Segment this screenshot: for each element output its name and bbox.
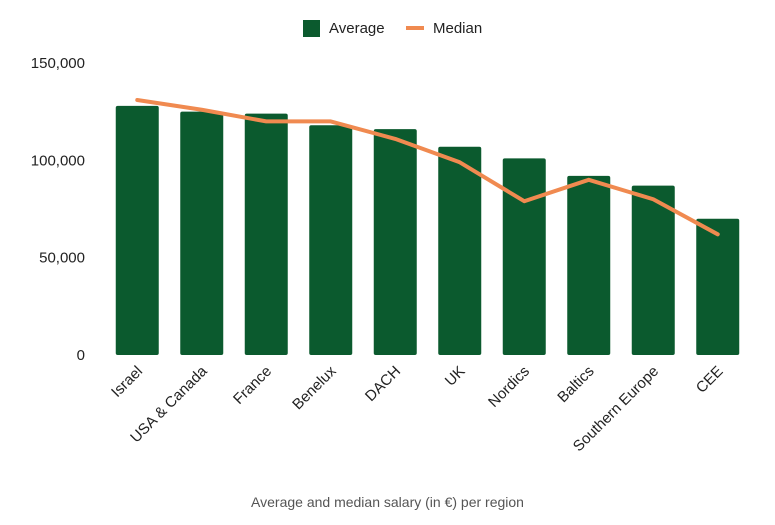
x-tick-label: UK xyxy=(442,363,469,390)
x-tick-label: Baltics xyxy=(554,363,597,406)
legend-label-median: Median xyxy=(433,20,482,37)
median-line xyxy=(135,97,720,237)
y-tick-label: 50,000 xyxy=(39,250,85,267)
y-tick-label: 150,000 xyxy=(31,55,85,72)
y-tick-label: 0 xyxy=(77,347,85,364)
bar-cee xyxy=(696,218,740,355)
legend: Average Median xyxy=(303,20,482,37)
bar-uk xyxy=(438,146,482,355)
chart-caption: Average and median salary (in €) per reg… xyxy=(251,494,524,510)
x-tick-label: Israel xyxy=(108,363,146,401)
x-tick-label: France xyxy=(230,363,275,408)
legend-swatch-average xyxy=(303,20,320,37)
bar-israel xyxy=(115,105,159,356)
bar-southern-europe xyxy=(631,185,675,355)
x-tick-label: CEE xyxy=(693,363,727,397)
x-tick-label: Benelux xyxy=(289,362,340,413)
median-line-group xyxy=(135,97,720,237)
x-tick-label: Nordics xyxy=(485,363,533,411)
bar-baltics xyxy=(567,175,611,355)
bar-usa-canada xyxy=(180,111,224,356)
y-axis: 0 50,000 100,000 150,000 xyxy=(31,55,85,364)
bar-dach xyxy=(373,129,417,355)
legend-label-average: Average xyxy=(329,20,385,37)
bars xyxy=(115,105,740,356)
bar-benelux xyxy=(309,125,353,355)
bar-france xyxy=(244,113,288,355)
y-tick-label: 100,000 xyxy=(31,152,85,169)
x-tick-label: DACH xyxy=(362,363,404,405)
bar-nordics xyxy=(502,158,546,355)
